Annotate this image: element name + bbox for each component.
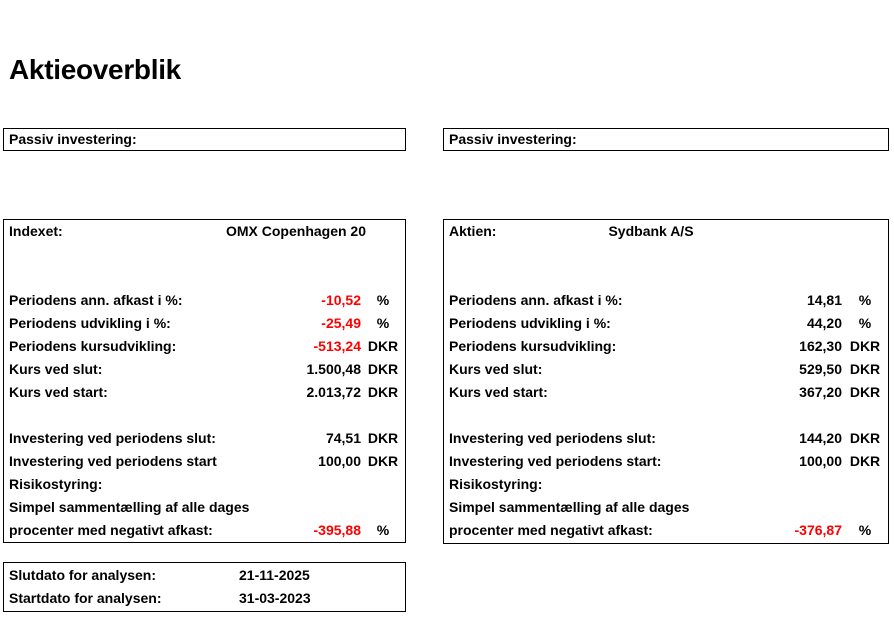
start-date-label: Startdato for analysen: — [9, 590, 162, 606]
passive-investing-label-left: Passiv investering: — [9, 131, 137, 147]
row-label: Periodens kursudvikling: — [9, 338, 177, 354]
row-label: Kurs ved slut: — [449, 361, 543, 377]
table-row: Periodens ann. afkast i %: -10,52 % — [4, 289, 405, 312]
row-unit: DKR — [367, 361, 399, 377]
row-value: 162,30 — [799, 338, 842, 354]
row-value: 100,00 — [318, 453, 361, 469]
risk-unit: % — [376, 522, 390, 538]
passive-investing-label-right: Passiv investering: — [449, 131, 577, 147]
table-row: Periodens udvikling i %: -25,49 % — [4, 312, 405, 335]
table-row: Investering ved periodens start: 100,00 … — [444, 450, 888, 473]
analysis-dates-box: Slutdato for analysen: 21-11-2025 Startd… — [3, 562, 406, 612]
empty-row — [444, 266, 888, 289]
row-unit: DKR — [849, 384, 881, 400]
table-row: Investering ved periodens start 100,00 D… — [4, 450, 405, 473]
row-unit: % — [858, 315, 872, 331]
risk-heading-label: Risikostyring: — [9, 476, 103, 492]
row-value: -513,24 — [313, 338, 361, 354]
row-value: -25,49 — [321, 315, 361, 331]
row-unit: DKR — [849, 430, 881, 446]
table-row: Periodens kursudvikling: -513,24 DKR — [4, 335, 405, 358]
row-label: Periodens kursudvikling: — [449, 338, 617, 354]
end-date-value: 21-11-2025 — [239, 567, 310, 583]
risk-line1-row: Simpel sammentælling af alle dages — [4, 496, 405, 519]
start-date-row: Startdato for analysen: 31-03-2023 — [4, 587, 405, 610]
table-row: Kurs ved slut: 529,50 DKR — [444, 358, 888, 381]
risk-line1-label: Simpel sammentælling af alle dages — [9, 499, 250, 515]
row-unit: DKR — [367, 384, 399, 400]
passive-investing-header-left: Passiv investering: — [3, 128, 406, 151]
row-value: 144,20 — [799, 430, 842, 446]
row-label: Periodens udvikling i %: — [9, 315, 171, 331]
risk-line2-label: procenter med negativt afkast: — [9, 522, 213, 538]
table-row: Kurs ved start: 367,20 DKR — [444, 381, 888, 404]
empty-row — [4, 404, 405, 427]
row-value: 14,81 — [806, 292, 842, 308]
row-label: Investering ved periodens start: — [449, 453, 662, 469]
risk-line1-row: Simpel sammentælling af alle dages — [444, 496, 888, 519]
risk-line2-row: procenter med negativt afkast: -376,87 % — [444, 519, 888, 542]
risk-line2-row: procenter med negativt afkast: -395,88 % — [4, 519, 405, 542]
risk-unit: % — [858, 522, 872, 538]
table-row: Investering ved periodens slut: 144,20 D… — [444, 427, 888, 450]
row-unit: DKR — [367, 430, 399, 446]
row-value: -10,52 — [321, 292, 361, 308]
risk-heading-row: Risikostyring: — [444, 473, 888, 496]
row-label: Investering ved periodens slut: — [449, 430, 656, 446]
row-unit: DKR — [849, 453, 881, 469]
risk-heading-label: Risikostyring: — [449, 476, 543, 492]
row-value: 100,00 — [799, 453, 842, 469]
row-unit: % — [376, 315, 390, 331]
row-value: 1.500,48 — [306, 361, 362, 377]
start-date-value: 31-03-2023 — [239, 590, 311, 606]
row-unit: DKR — [849, 338, 881, 354]
row-label: Kurs ved start: — [9, 384, 108, 400]
stock-summary-panel: Aktien: Sydbank A/S Periodens ann. afkas… — [443, 219, 889, 544]
row-label: Kurs ved start: — [449, 384, 548, 400]
empty-row — [4, 243, 405, 266]
end-date-row: Slutdato for analysen: 21-11-2025 — [4, 564, 405, 587]
table-row: Periodens ann. afkast i %: 14,81 % — [444, 289, 888, 312]
row-label: Periodens ann. afkast i %: — [9, 292, 183, 308]
empty-row — [444, 243, 888, 266]
table-row: Periodens kursudvikling: 162,30 DKR — [444, 335, 888, 358]
row-label: Investering ved periodens start — [9, 453, 217, 469]
index-summary-panel: Indexet: OMX Copenhagen 20 Periodens ann… — [3, 219, 406, 543]
row-label: Investering ved periodens slut: — [9, 430, 216, 446]
row-label: Periodens ann. afkast i %: — [449, 292, 623, 308]
end-date-label: Slutdato for analysen: — [9, 567, 157, 583]
page-title: Aktieoverblik — [9, 54, 181, 85]
row-value: 44,20 — [806, 315, 842, 331]
stock-name-row: Aktien: Sydbank A/S — [444, 220, 888, 243]
row-unit: DKR — [367, 338, 399, 354]
risk-line1-label: Simpel sammentælling af alle dages — [449, 499, 690, 515]
index-name-row: Indexet: OMX Copenhagen 20 — [4, 220, 405, 243]
table-row: Kurs ved start: 2.013,72 DKR — [4, 381, 405, 404]
index-name-label: Indexet: — [9, 223, 63, 239]
passive-investing-header-right: Passiv investering: — [443, 128, 889, 151]
row-unit: % — [858, 292, 872, 308]
index-name-value: OMX Copenhagen 20 — [225, 223, 367, 239]
row-value: 367,20 — [799, 384, 842, 400]
empty-row — [444, 404, 888, 427]
stock-name-value: Sydbank A/S — [608, 223, 694, 239]
row-label: Kurs ved slut: — [9, 361, 103, 377]
row-unit: DKR — [367, 453, 399, 469]
row-unit: DKR — [849, 361, 881, 377]
row-value: 529,50 — [799, 361, 842, 377]
table-row: Investering ved periodens slut: 74,51 DK… — [4, 427, 405, 450]
empty-row — [4, 266, 405, 289]
risk-heading-row: Risikostyring: — [4, 473, 405, 496]
row-label: Periodens udvikling i %: — [449, 315, 611, 331]
risk-line2-label: procenter med negativt afkast: — [449, 522, 653, 538]
table-row: Kurs ved slut: 1.500,48 DKR — [4, 358, 405, 381]
row-value: 74,51 — [325, 430, 361, 446]
row-unit: % — [376, 292, 390, 308]
table-row: Periodens udvikling i %: 44,20 % — [444, 312, 888, 335]
row-value: 2.013,72 — [306, 384, 362, 400]
risk-value: -395,88 — [313, 522, 361, 538]
stock-name-label: Aktien: — [449, 223, 497, 239]
risk-value: -376,87 — [794, 522, 842, 538]
